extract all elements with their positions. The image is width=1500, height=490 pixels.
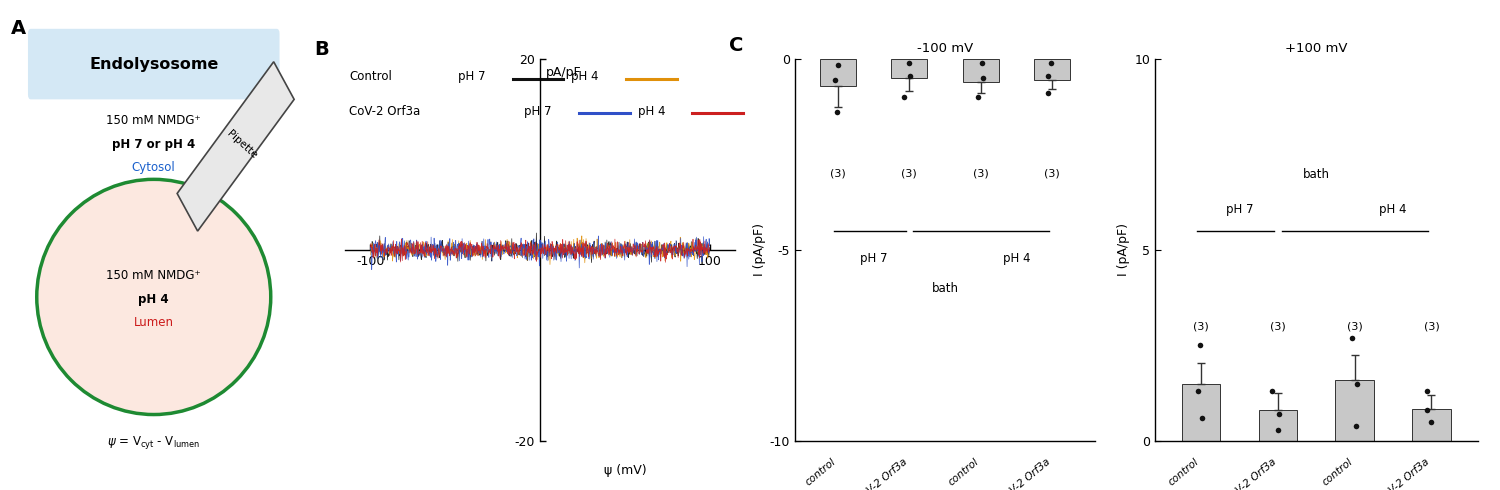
Point [1419, 418, 1443, 426]
Y-axis label: I (pA/pF): I (pA/pF) [753, 223, 765, 276]
Text: Lumen: Lumen [134, 317, 174, 329]
Point [1036, 72, 1060, 80]
Text: B: B [314, 40, 328, 59]
Text: control: control [1167, 456, 1202, 488]
Text: CoV-2 Orf3a: CoV-2 Orf3a [998, 456, 1051, 490]
Bar [1258, 411, 1298, 441]
Text: (3): (3) [1044, 169, 1060, 178]
Text: pH 7: pH 7 [859, 252, 888, 265]
Bar [891, 59, 927, 78]
Point [970, 59, 994, 67]
Point [1340, 334, 1364, 342]
Text: control: control [1320, 456, 1354, 488]
Point [1260, 388, 1284, 395]
Text: CoV-2 Orf3a: CoV-2 Orf3a [1224, 456, 1278, 490]
Point [1188, 342, 1212, 349]
Point [1266, 410, 1290, 418]
Text: (3): (3) [1192, 321, 1209, 331]
Text: pH 4: pH 4 [572, 70, 598, 83]
Point [1190, 414, 1214, 422]
Ellipse shape [36, 179, 270, 415]
Point [825, 108, 849, 116]
Point [1040, 59, 1064, 67]
Text: $\psi$ = V$_{\rm cyt}$ - V$_{\rm lumen}$: $\psi$ = V$_{\rm cyt}$ - V$_{\rm lumen}$ [106, 434, 201, 451]
Text: pA/pF: pA/pF [546, 67, 582, 79]
Point [1416, 388, 1440, 395]
Y-axis label: I (pA/pF): I (pA/pF) [1118, 223, 1130, 276]
Text: CoV-2 Orf3a: CoV-2 Orf3a [855, 456, 909, 490]
Text: bath: bath [932, 282, 958, 295]
Point [824, 76, 848, 84]
Text: pH 7: pH 7 [525, 105, 552, 118]
Point [1036, 89, 1060, 97]
Text: (3): (3) [974, 169, 988, 178]
Point [1416, 407, 1440, 415]
Text: (3): (3) [1424, 321, 1440, 331]
Text: Pipette: Pipette [225, 128, 258, 160]
Text: pH 4: pH 4 [138, 293, 170, 306]
Text: pH 7: pH 7 [458, 70, 486, 83]
Text: C: C [729, 36, 744, 55]
Text: Control: Control [350, 70, 392, 83]
Text: (3): (3) [830, 169, 846, 178]
Bar [963, 59, 999, 82]
Text: 150 mM NMDG⁺: 150 mM NMDG⁺ [106, 114, 201, 127]
FancyBboxPatch shape [28, 29, 279, 99]
Text: pH 7 or pH 4: pH 7 or pH 4 [112, 138, 195, 150]
Polygon shape [177, 62, 294, 231]
Text: control: control [804, 456, 838, 488]
Point [970, 74, 994, 82]
Text: pH 4: pH 4 [638, 105, 664, 118]
Text: (3): (3) [902, 169, 916, 178]
Bar [821, 59, 855, 86]
Text: Cytosol: Cytosol [132, 161, 176, 174]
Bar [1412, 409, 1450, 441]
Text: ψ (mV): ψ (mV) [604, 464, 646, 477]
Text: Endolysosome: Endolysosome [88, 56, 219, 72]
Point [1186, 388, 1210, 395]
Point [1344, 422, 1368, 430]
Title: +100 mV: +100 mV [1286, 42, 1347, 55]
Text: CoV-2 Orf3a: CoV-2 Orf3a [350, 105, 420, 118]
Text: pH 7: pH 7 [1226, 202, 1252, 216]
Point [897, 59, 921, 67]
Bar [1335, 380, 1374, 441]
Point [898, 72, 922, 80]
Title: -100 mV: -100 mV [916, 42, 974, 55]
Point [892, 93, 916, 101]
Text: (3): (3) [1347, 321, 1362, 331]
Text: 150 mM NMDG⁺: 150 mM NMDG⁺ [106, 270, 201, 282]
Text: A: A [10, 20, 26, 38]
Text: (3): (3) [1270, 321, 1286, 331]
Text: pH 4: pH 4 [1380, 202, 1407, 216]
Text: CoV-2 Orf3a: CoV-2 Orf3a [1377, 456, 1431, 490]
Bar [1182, 384, 1221, 441]
Text: bath: bath [1302, 168, 1329, 181]
Bar [1035, 59, 1070, 80]
Point [966, 93, 990, 101]
Text: pH 4: pH 4 [1002, 252, 1031, 265]
Text: control: control [946, 456, 981, 488]
Point [827, 61, 850, 69]
Point [1266, 426, 1290, 434]
Point [1346, 380, 1370, 388]
